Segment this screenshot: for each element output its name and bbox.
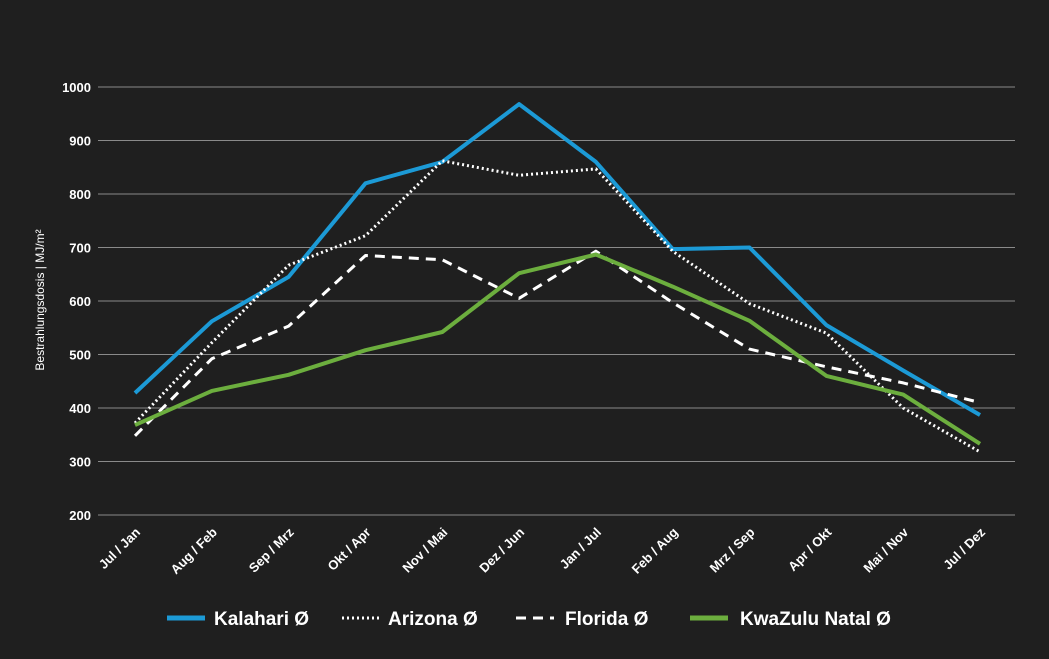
legend-label-kalahari: Kalahari Ø xyxy=(214,609,309,630)
legend: Kalahari Ø Arizona Ø Florida Ø KwaZulu Nata… xyxy=(167,609,891,630)
legend-label-arizona: Arizona Ø xyxy=(388,609,478,630)
y-tick-label: 500 xyxy=(69,348,91,363)
series-line-kalahari xyxy=(133,102,982,417)
y-tick-label: 200 xyxy=(69,508,91,523)
series-line-kwazulu-natal xyxy=(134,252,982,446)
legend-label-kwazulu-natal: KwaZulu Natal Ø xyxy=(740,609,891,630)
y-tick-label: 900 xyxy=(69,134,91,149)
y-tick-label: 400 xyxy=(69,401,91,416)
series-line-arizona xyxy=(133,159,981,454)
series-line-florida xyxy=(133,249,981,437)
y-axis-label: Bestrahlungsdosis | MJ/m² xyxy=(33,229,47,370)
series-lines xyxy=(133,102,982,454)
y-axis-ticks: 200 300 400 500 600 700 800 900 1000 xyxy=(62,80,91,523)
y-tick-label: 700 xyxy=(69,241,91,256)
y-tick-label: 300 xyxy=(69,455,91,470)
y-tick-label: 600 xyxy=(69,294,91,309)
legend-label-florida: Florida Ø xyxy=(565,609,648,630)
y-tick-label: 1000 xyxy=(62,80,91,95)
y-tick-label: 800 xyxy=(69,187,91,202)
